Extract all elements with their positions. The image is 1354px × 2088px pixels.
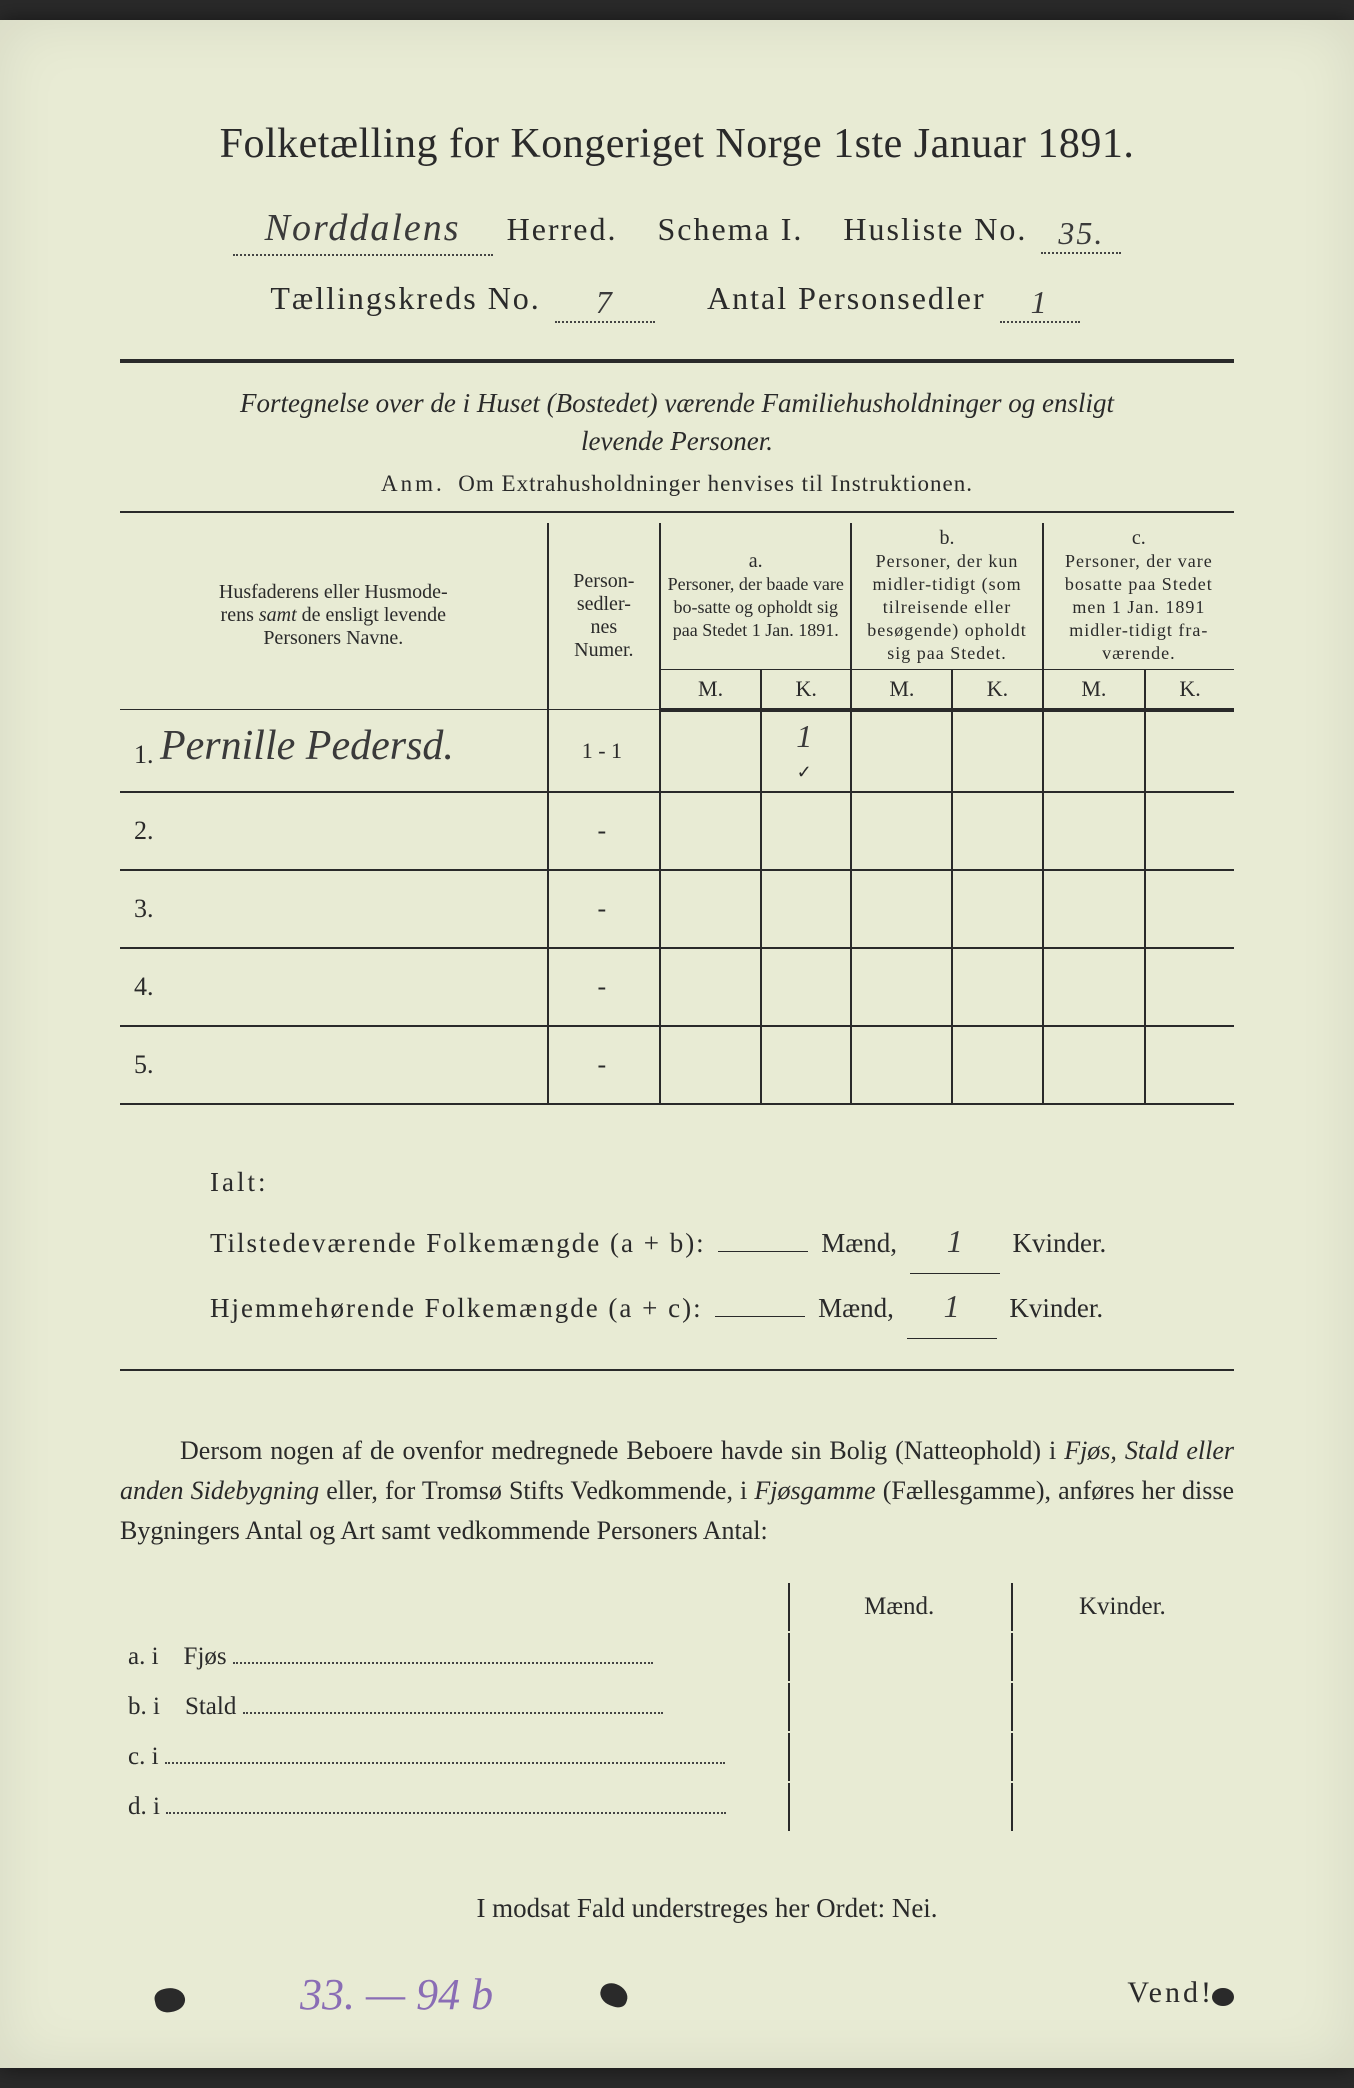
col-header-a: a. Personer, der baade vare bo-satte og …: [660, 523, 851, 670]
census-form-page: Folketælling for Kongeriget Norge 1ste J…: [0, 20, 1354, 2068]
table-row: 4. -: [120, 948, 1234, 1026]
ink-blot-icon: [597, 1980, 631, 2010]
divider: [120, 1369, 1234, 1371]
name-value: Pernille Pedersd.: [160, 723, 454, 769]
husliste-label: Husliste No.: [843, 211, 1027, 247]
col-a-m: M.: [660, 669, 761, 710]
col-maend: Mænd.: [788, 1583, 1009, 1631]
divider: [120, 359, 1234, 363]
col-b-m: M.: [851, 669, 952, 710]
col-kvinder: Kvinder.: [1011, 1583, 1232, 1631]
table-row: c. i: [122, 1733, 1232, 1781]
page-title: Folketælling for Kongeriget Norge 1ste J…: [120, 120, 1234, 168]
col-header-c: c. Personer, der vare bosatte paa Stedet…: [1043, 523, 1234, 670]
table-row: d. i: [122, 1783, 1232, 1831]
husliste-value: 35.: [1058, 215, 1104, 251]
form-header: Folketælling for Kongeriget Norge 1ste J…: [120, 120, 1234, 319]
fortegnelse-line2: levende Personer.: [581, 426, 773, 456]
table-row: 3. -: [120, 870, 1234, 948]
herred-value: Norddalens: [265, 207, 461, 249]
col-header-num: Person-sedler-nesNumer.: [548, 523, 661, 710]
table-row: 2. -: [120, 792, 1234, 870]
building-table: Mænd. Kvinder. a. i Fjøs b. i Stald c. i…: [120, 1581, 1234, 1833]
antal-value: 1: [1031, 284, 1049, 320]
col-c-k: K.: [1145, 669, 1234, 710]
col-header-b: b. Personer, der kun midler-tidigt (som …: [851, 523, 1042, 670]
anm-text: Om Extrahusholdninger henvises til Instr…: [458, 471, 973, 496]
footer: 33. — 94 b Vend!: [0, 1960, 1354, 2020]
herred-line: Norddalens Herred. Schema I. Husliste No…: [120, 206, 1234, 252]
ink-blot-icon: [1212, 1988, 1234, 2006]
divider: [120, 511, 1234, 513]
ialt-totals: Ialt: Tilstedeværende Folkemængde (a + b…: [210, 1155, 1234, 1339]
col-header-name: Husfaderens eller Husmode-rens samt de e…: [120, 523, 548, 710]
kreds-label: Tællingskreds No.: [270, 280, 540, 316]
modsatt-line: I modsat Fald understreges her Ordet: Ne…: [120, 1893, 1234, 1924]
household-table: Husfaderens eller Husmode-rens samt de e…: [120, 523, 1234, 1105]
antal-label: Antal Personsedler: [707, 280, 986, 316]
ink-blot-icon: [153, 1985, 187, 2015]
fortegnelse-text: Fortegnelse over de i Huset (Bostedet) v…: [120, 385, 1234, 461]
col-a-k: K.: [761, 669, 851, 710]
col-b-k: K.: [952, 669, 1042, 710]
herred-label: Herred.: [507, 211, 618, 247]
table-row: a. i Fjøs: [122, 1633, 1232, 1681]
tilstede-line: Tilstedeværende Folkemængde (a + b): Mæn…: [210, 1209, 1234, 1274]
kreds-line: Tællingskreds No. 7 Antal Personsedler 1: [120, 280, 1234, 319]
hjemme-line: Hjemmehørende Folkemængde (a + c): Mænd,…: [210, 1274, 1234, 1339]
dersom-paragraph: Dersom nogen af de ovenfor medregnede Be…: [120, 1431, 1234, 1552]
anm-prefix: Anm.: [381, 471, 445, 496]
table-row: 5. -: [120, 1026, 1234, 1104]
anm-note: Anm. Om Extrahusholdninger henvises til …: [120, 471, 1234, 497]
table-row: 1. Pernille Pedersd. 1 - 1 1✓: [120, 710, 1234, 792]
vend-label: Vend!: [1127, 1976, 1214, 2010]
col-c-m: M.: [1043, 669, 1145, 710]
fortegnelse-line1: Fortegnelse over de i Huset (Bostedet) v…: [240, 388, 1114, 418]
schema-label: Schema I.: [657, 211, 803, 247]
pencil-annotation: 33. — 94 b: [300, 1969, 493, 2020]
ialt-label: Ialt:: [210, 1155, 1234, 1209]
kreds-value: 7: [596, 284, 614, 320]
table-row: b. i Stald: [122, 1683, 1232, 1731]
